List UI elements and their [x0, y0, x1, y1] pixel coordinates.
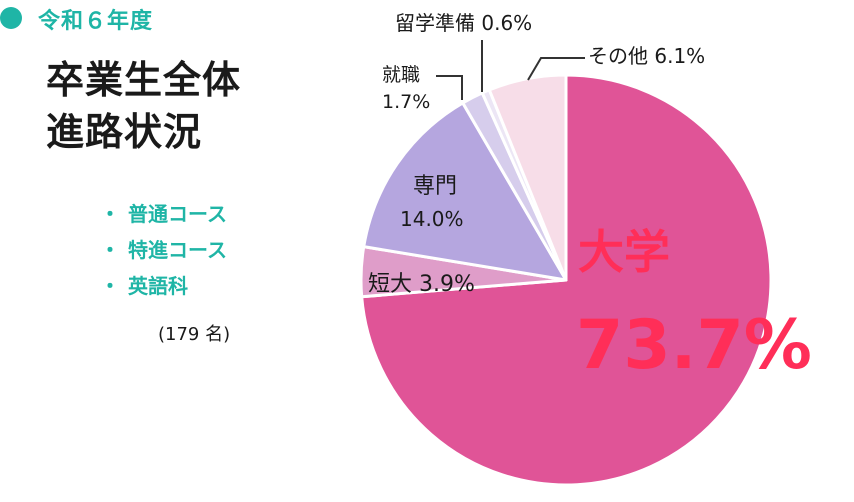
- leader-line-shushoku: [436, 75, 463, 100]
- pie-slice-5: [487, 73, 568, 282]
- page-title: 卒業生全体 進路状況: [46, 54, 336, 158]
- label-senmon-name: 専門: [413, 174, 457, 199]
- course-label: 普通コース: [128, 202, 227, 226]
- label-shushoku-value: 1.7%: [382, 91, 430, 113]
- label-univ-value: 73.7%: [576, 306, 812, 385]
- bullet-icon: ・: [100, 202, 120, 226]
- label-other: その他 6.1%: [588, 44, 705, 68]
- bullet-icon: ・: [100, 238, 120, 262]
- label-tandai: 短大 3.9%: [368, 272, 475, 297]
- pie-slices: [359, 73, 773, 487]
- course-label: 特進コース: [128, 238, 227, 262]
- pie-slice-2: [362, 101, 568, 282]
- course-item: ・英語科: [100, 268, 227, 304]
- graduate-count: (179 名): [158, 324, 231, 345]
- title-line-1: 卒業生全体: [46, 58, 242, 102]
- label-senmon-value: 14.0%: [400, 207, 464, 231]
- year-marker-dot: [0, 7, 22, 29]
- label-ryugaku: 留学準備 0.6%: [395, 11, 532, 35]
- year-label: 令和６年度: [38, 9, 154, 34]
- bullet-icon: ・: [100, 274, 120, 298]
- leader-line-other: [527, 57, 585, 81]
- title-line-2: 進路状況: [46, 110, 203, 154]
- course-label: 英語科: [128, 274, 188, 298]
- course-item: ・普通コース: [100, 196, 227, 232]
- course-list: ・普通コース ・特進コース ・英語科: [100, 196, 227, 304]
- label-univ-name: 大学: [578, 225, 670, 279]
- label-shushoku-name: 就職: [382, 64, 420, 86]
- course-item: ・特進コース: [100, 232, 227, 268]
